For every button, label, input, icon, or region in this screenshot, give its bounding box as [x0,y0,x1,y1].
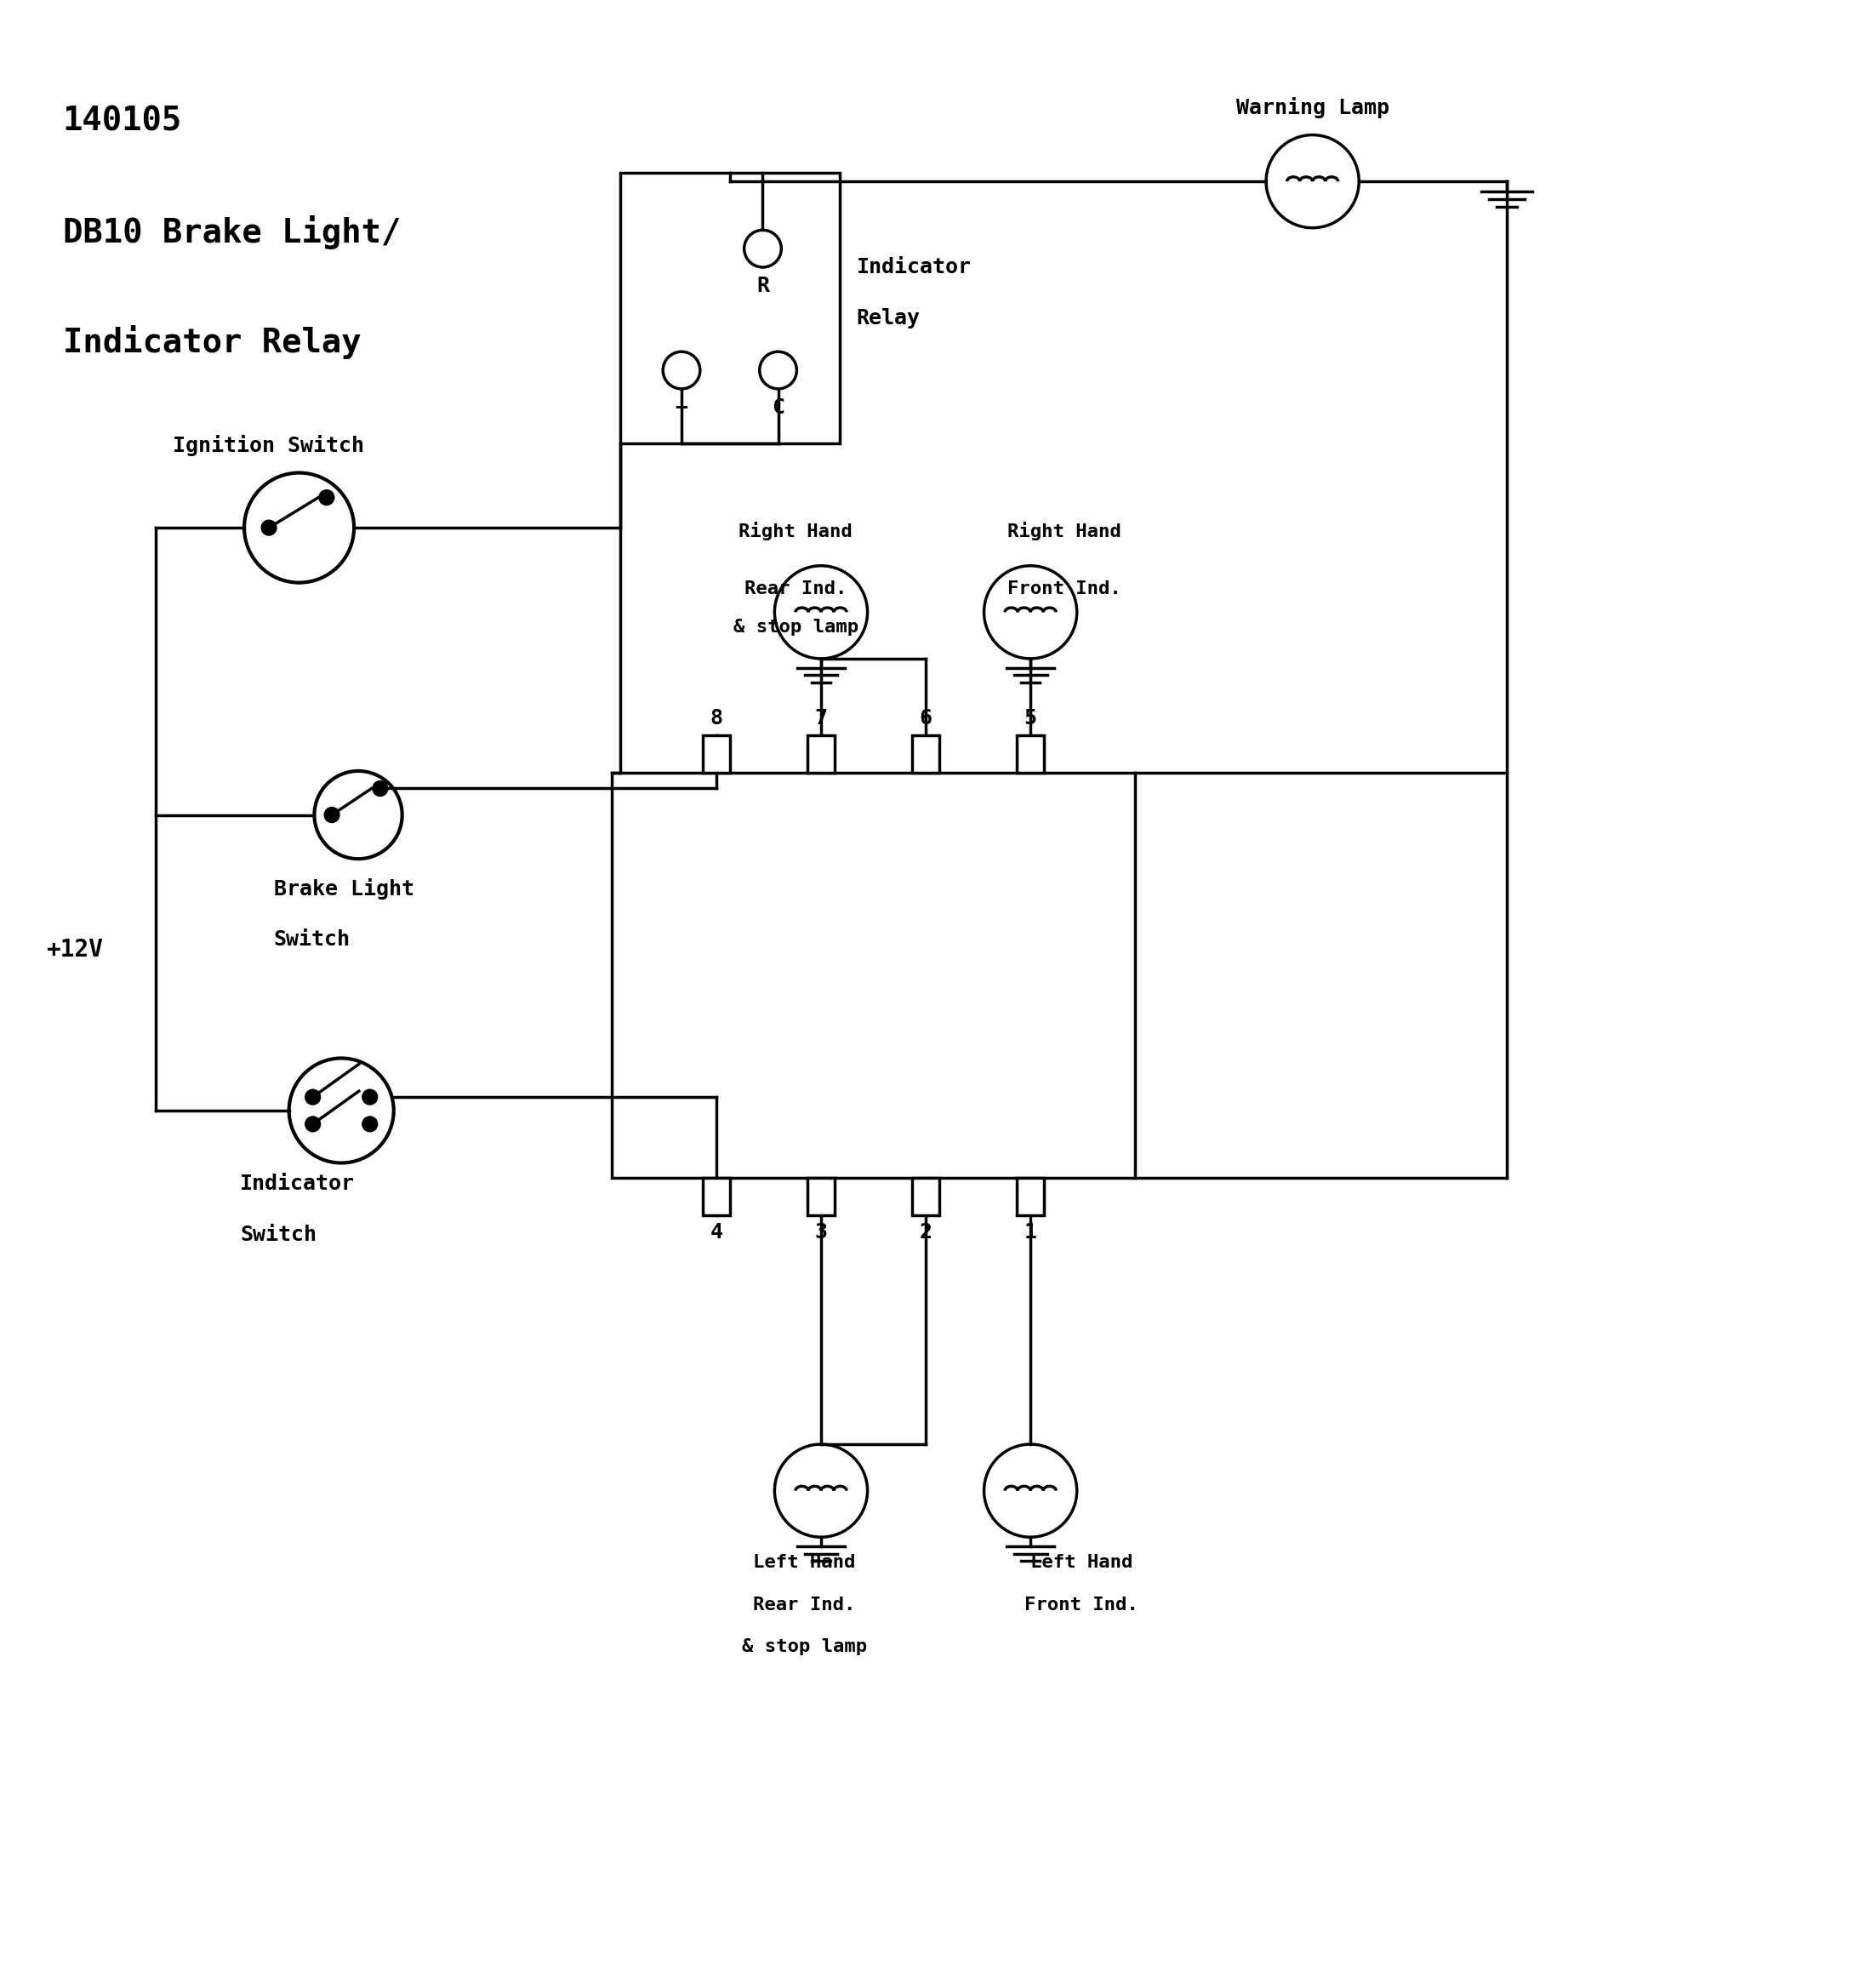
Bar [912,736,940,773]
Circle shape [373,781,388,795]
Text: & stop lamp: & stop lamp [733,618,858,636]
Text: R: R [757,276,768,296]
Circle shape [306,1117,321,1131]
Text: Brake Light: Brake Light [274,879,414,899]
Text: Switch: Switch [241,1225,317,1244]
Bar [808,736,834,773]
Text: 140105: 140105 [63,105,183,137]
Text: 1: 1 [1024,1223,1037,1242]
Text: Indicator Relay: Indicator Relay [63,324,362,360]
Bar [703,736,729,773]
Text: 2: 2 [919,1223,932,1242]
Text: 5: 5 [1024,708,1037,730]
Bar [1016,1179,1044,1215]
Bar [612,773,1136,1179]
Bar [808,1179,834,1215]
Text: +12V: +12V [47,938,103,962]
Bar [619,173,839,443]
Text: 6: 6 [919,708,932,730]
Text: 3: 3 [815,1223,828,1242]
Text: Relay: Relay [856,308,919,328]
Text: Front Ind.: Front Ind. [1007,580,1121,596]
Text: Warning Lamp: Warning Lamp [1236,97,1389,117]
Circle shape [325,807,339,823]
Circle shape [362,1089,377,1105]
Text: Left Hand: Left Hand [1029,1555,1132,1571]
Text: DB10 Brake Light/: DB10 Brake Light/ [63,215,401,248]
Text: Right Hand: Right Hand [739,521,852,541]
Circle shape [306,1089,321,1105]
Text: 8: 8 [711,708,724,730]
Circle shape [261,521,276,535]
Text: Ignition Switch: Ignition Switch [172,435,364,455]
Bar [1016,736,1044,773]
Circle shape [319,489,334,505]
Text: 7: 7 [815,708,828,730]
Text: +: + [675,398,688,417]
Text: Left Hand: Left Hand [753,1555,856,1571]
Text: Front Ind.: Front Ind. [1024,1596,1138,1614]
Text: Rear Ind.: Rear Ind. [744,580,847,596]
Text: Right Hand: Right Hand [1007,521,1121,541]
Text: C: C [772,398,785,417]
Text: & stop lamp: & stop lamp [742,1638,867,1656]
Circle shape [362,1117,377,1131]
Text: 4: 4 [711,1223,724,1242]
Text: Indicator: Indicator [856,256,972,278]
Bar [703,1179,729,1215]
Bar [912,1179,940,1215]
Text: Indicator: Indicator [241,1175,354,1195]
Text: Switch: Switch [274,928,351,950]
Text: Rear Ind.: Rear Ind. [753,1596,856,1614]
